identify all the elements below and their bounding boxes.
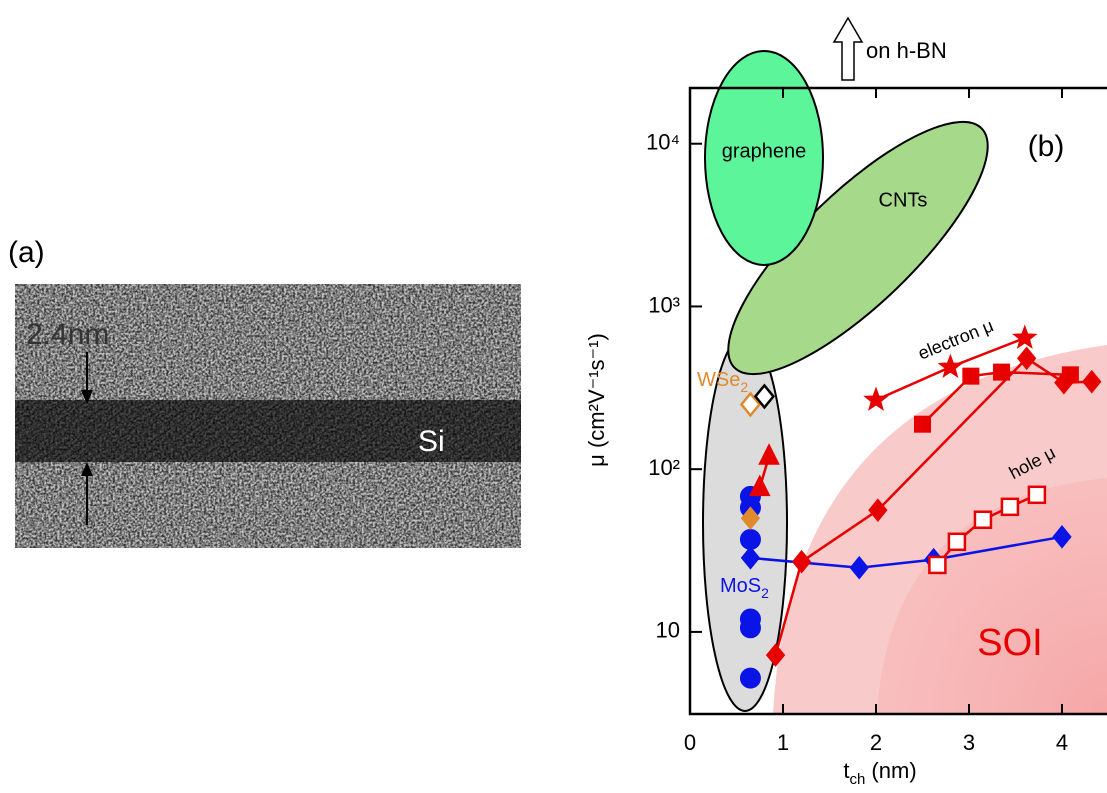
x-axis-title: tch (nm) xyxy=(843,758,916,788)
y-tick-label: 10⁴ xyxy=(646,130,680,155)
x-tick-label: 1 xyxy=(777,730,789,755)
panel-label: (b) xyxy=(1028,130,1065,163)
point xyxy=(865,388,888,410)
point xyxy=(740,668,760,688)
mos2-sub: 2 xyxy=(761,585,769,601)
mos2-text: MoS xyxy=(720,575,761,597)
x-title-unit: (nm) xyxy=(865,758,916,783)
y-tick-label: 10³ xyxy=(648,292,680,317)
soi-regions xyxy=(773,345,1107,714)
point xyxy=(915,416,931,432)
y-axis-title: μ (cm²V⁻¹s⁻¹) xyxy=(584,333,609,467)
cnt-label: CNTs xyxy=(879,189,928,211)
y-tick-label: 10² xyxy=(648,455,680,480)
y-tick-label: 10 xyxy=(656,618,680,643)
up-arrow xyxy=(834,18,862,80)
point xyxy=(1013,326,1036,348)
point xyxy=(994,364,1010,380)
x-title-sub: ch xyxy=(849,771,865,788)
material-label: Si xyxy=(418,425,445,458)
panel-label: (a) xyxy=(8,236,45,269)
point xyxy=(949,534,965,550)
wse2-text: WSe xyxy=(697,369,740,391)
scale-text: 2.4nm xyxy=(26,318,109,351)
hbn-note: on h-BN xyxy=(866,38,947,63)
figure: (a) 2.4nm Si on h-BN 0 1 2 3 4 10 10² 10³ 10⁴ gr… xyxy=(0,0,1107,793)
soi-label: SOI xyxy=(977,622,1042,664)
point xyxy=(963,368,979,384)
x-tick-label: 4 xyxy=(1056,730,1068,755)
point xyxy=(939,355,962,377)
electron-label: electron μ xyxy=(915,315,996,363)
x-tick-label: 2 xyxy=(870,730,882,755)
page: (a) 2.4nm Si on h-BN 0 1 2 3 4 10 10² 10³ 10⁴ gr… xyxy=(0,0,1107,793)
point xyxy=(1002,499,1018,515)
graphene-label: graphene xyxy=(722,140,807,162)
x-tick-label: 3 xyxy=(963,730,975,755)
point xyxy=(1062,367,1078,383)
wse2-sub: 2 xyxy=(740,379,748,395)
point xyxy=(975,512,991,528)
point xyxy=(740,618,760,638)
point xyxy=(929,557,945,573)
point xyxy=(1029,487,1045,503)
x-tick-label: 0 xyxy=(684,730,696,755)
